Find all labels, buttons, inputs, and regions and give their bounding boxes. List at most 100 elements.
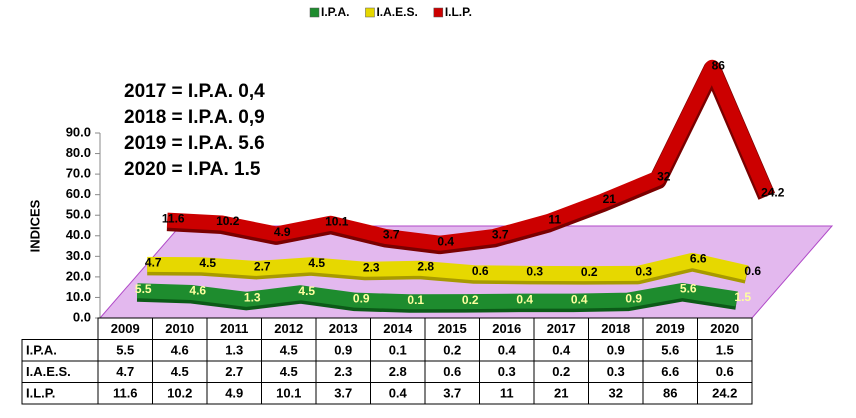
table-value: 10.2 bbox=[167, 386, 192, 401]
table-value: 32 bbox=[609, 386, 623, 401]
table-value: 11.6 bbox=[113, 386, 138, 401]
y-tick-label: 90.0 bbox=[66, 124, 91, 139]
table-header: 2016 bbox=[492, 321, 521, 336]
table-value: 2.3 bbox=[334, 364, 352, 379]
table-value: 0.3 bbox=[498, 364, 516, 379]
table-value: 4.9 bbox=[225, 386, 243, 401]
table-header: 2012 bbox=[274, 321, 303, 336]
table-header: 2009 bbox=[111, 321, 140, 336]
table-value: 6.6 bbox=[661, 364, 679, 379]
data-label: 0.1 bbox=[407, 293, 424, 307]
y-tick-label: 40.0 bbox=[66, 227, 91, 242]
y-tick-label: 30.0 bbox=[66, 248, 91, 263]
y-tick-label: 10.0 bbox=[66, 289, 91, 304]
annotation: 2018 = I.P.A. 0,9 bbox=[124, 107, 265, 128]
table-value: 0.4 bbox=[389, 386, 408, 401]
table-value: 1.3 bbox=[225, 343, 243, 358]
data-label: 0.3 bbox=[635, 265, 652, 279]
table-value: 0.3 bbox=[607, 364, 625, 379]
table-value: 86 bbox=[663, 386, 677, 401]
data-label: 11.6 bbox=[162, 211, 185, 225]
data-label: 1.3 bbox=[244, 290, 261, 304]
table-value: 1.5 bbox=[716, 343, 734, 358]
table-header: 2017 bbox=[547, 321, 576, 336]
table-value: 4.5 bbox=[280, 364, 298, 379]
data-label: 0.9 bbox=[353, 291, 370, 305]
table-value: 2.8 bbox=[389, 364, 407, 379]
legend-swatch bbox=[309, 7, 320, 18]
data-label: 1.5 bbox=[734, 290, 751, 304]
data-label: 21 bbox=[603, 192, 617, 206]
data-label: 0.9 bbox=[625, 291, 642, 305]
table-value: 0.9 bbox=[607, 343, 625, 358]
data-label: 2.8 bbox=[417, 259, 434, 273]
series-line bbox=[166, 59, 774, 251]
table-header: 2015 bbox=[438, 321, 467, 336]
data-label: 5.6 bbox=[680, 282, 697, 296]
table-value: 0.4 bbox=[552, 343, 571, 358]
table-value: 11 bbox=[500, 386, 514, 401]
data-label: 3.7 bbox=[492, 228, 509, 242]
y-tick-label: 20.0 bbox=[66, 268, 91, 283]
table-row-label: I.L.P. bbox=[26, 386, 55, 401]
data-label: 11 bbox=[548, 213, 561, 227]
y-tick-label: 50.0 bbox=[66, 207, 91, 222]
series-line bbox=[147, 252, 749, 282]
data-label: 4.5 bbox=[308, 256, 325, 270]
table-value: 0.2 bbox=[443, 343, 461, 358]
y-tick-label: 0.0 bbox=[73, 309, 91, 324]
table-row bbox=[21, 382, 753, 405]
annotation: 2017 = I.P.A. 0,4 bbox=[124, 81, 265, 102]
table-header: 2019 bbox=[656, 321, 685, 336]
table-value: 0.6 bbox=[716, 364, 734, 379]
table-header: 2018 bbox=[601, 321, 630, 336]
table-value: 5.6 bbox=[661, 343, 679, 358]
data-label: 0.4 bbox=[571, 292, 588, 306]
legend-label: I.A.E.S. bbox=[376, 5, 417, 19]
table-value: 0.9 bbox=[334, 343, 352, 358]
legend-label: I.P.A. bbox=[321, 5, 349, 19]
data-label: 6.6 bbox=[690, 252, 707, 266]
data-label: 0.4 bbox=[437, 234, 454, 248]
data-label: 2.3 bbox=[363, 260, 380, 274]
table-value: 21 bbox=[554, 386, 568, 401]
table-value: 24.2 bbox=[712, 386, 737, 401]
table-header: 2010 bbox=[165, 321, 194, 336]
data-label: 0.6 bbox=[744, 264, 761, 278]
data-label: 4.5 bbox=[298, 284, 315, 298]
table-value: 0.1 bbox=[389, 343, 407, 358]
data-label: 4.5 bbox=[199, 256, 216, 270]
data-label: 10.2 bbox=[216, 214, 240, 228]
table-value: 0.2 bbox=[552, 364, 570, 379]
data-label: 5.5 bbox=[135, 282, 152, 296]
table-value: 4.7 bbox=[116, 364, 134, 379]
table-header: 2011 bbox=[220, 321, 248, 336]
data-label: 0.6 bbox=[472, 264, 489, 278]
table-value: 0.4 bbox=[498, 343, 517, 358]
data-label: 2.7 bbox=[254, 260, 271, 274]
data-label: 3.7 bbox=[383, 228, 400, 242]
data-label: 10.1 bbox=[325, 214, 349, 228]
table-value: 3.7 bbox=[334, 386, 352, 401]
data-label: 0.2 bbox=[462, 293, 479, 307]
table-header: 2014 bbox=[383, 321, 413, 336]
table-value: 4.6 bbox=[171, 343, 189, 358]
table-value: 0.6 bbox=[443, 364, 461, 379]
table-value: 10.1 bbox=[276, 386, 301, 401]
table-header: 2013 bbox=[329, 321, 358, 336]
y-tick-label: 70.0 bbox=[66, 166, 91, 181]
data-label: 4.9 bbox=[274, 225, 291, 239]
data-label: 0.4 bbox=[516, 292, 533, 306]
table-value: 4.5 bbox=[280, 343, 298, 358]
legend-swatch bbox=[433, 7, 444, 18]
data-label: 4.6 bbox=[189, 284, 206, 298]
annotation: 2020 = I.PA. 1.5 bbox=[124, 159, 261, 180]
annotation: 2019 = I.P.A. 5.6 bbox=[124, 133, 265, 154]
table-value: 3.7 bbox=[443, 386, 461, 401]
legend-label: I.L.P. bbox=[445, 5, 472, 19]
y-tick-label: 60.0 bbox=[66, 186, 91, 201]
y-axis-label: INDICES bbox=[27, 199, 42, 252]
legend-swatch bbox=[365, 7, 375, 18]
y-tick-label: 80.0 bbox=[66, 145, 91, 160]
table-value: 4.5 bbox=[171, 364, 189, 379]
